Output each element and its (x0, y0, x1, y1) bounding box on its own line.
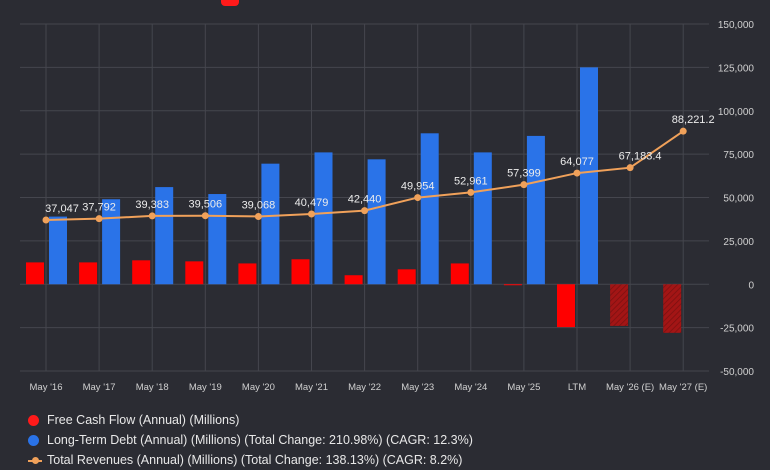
y-tick-label: 100,000 (718, 107, 755, 118)
y-tick-label: 75,000 (723, 150, 754, 161)
revenue-point (467, 188, 475, 196)
debt-bar (314, 152, 333, 285)
revenue-point (679, 127, 687, 135)
revenue-point (254, 212, 262, 220)
revenue-point (520, 181, 528, 189)
fcf-bar (132, 260, 151, 285)
x-tick-label: May '16 (30, 382, 63, 393)
revenue-point (414, 194, 422, 202)
fcf-bar (397, 269, 416, 285)
legend-item-debt[interactable]: Long-Term Debt (Annual) (Millions) (Tota… (28, 430, 473, 450)
revenue-point (308, 210, 315, 218)
revenue-data-label: 39,383 (135, 199, 169, 211)
y-tick-label: 150,000 (718, 20, 755, 31)
debt-bar (473, 152, 492, 285)
revenue-data-label: 39,068 (242, 199, 276, 211)
fcf-bar (291, 259, 310, 285)
x-tick-label: May '23 (401, 382, 434, 393)
x-tick-label: May '25 (507, 382, 540, 393)
x-tick-label: May '19 (189, 382, 222, 393)
y-tick-label: -50,000 (720, 367, 754, 378)
debt-bar (420, 133, 439, 285)
legend-label: Free Cash Flow (Annual) (Millions) (47, 413, 240, 427)
blue-dot-icon (28, 434, 39, 446)
fcf-bar (185, 261, 204, 285)
fcf-bar (557, 284, 575, 328)
debt-bar (102, 199, 121, 285)
fcf-bar (503, 284, 522, 286)
fcf-bar (26, 262, 44, 285)
revenue-point (42, 216, 50, 224)
fcf-bar (79, 262, 98, 285)
revenue-data-label: 39,506 (188, 199, 222, 211)
x-tick-label: May '22 (348, 382, 381, 393)
debt-bar (367, 159, 386, 285)
x-tick-label: May '18 (136, 382, 169, 393)
debt-bar (261, 163, 280, 285)
revenue-point (361, 207, 369, 215)
fcf-bar (344, 275, 363, 285)
combo-chart: 150,000 125,000 100,000 75,000 50,000 25,000 0… (20, 20, 755, 393)
x-tick-label: May '17 (83, 382, 116, 393)
debt-bar (580, 67, 598, 285)
x-tick-label: May '27 (E) (659, 382, 707, 393)
legend-label: Total Revenues (Annual) (Millions) (Tota… (47, 453, 463, 467)
fcf-bar (610, 284, 629, 326)
x-tick-label: LTM (568, 382, 586, 393)
x-tick-label: May '21 (295, 382, 328, 393)
revenue-data-label: 40,479 (295, 197, 329, 209)
x-tick-label: May '24 (454, 382, 487, 393)
fcf-bar (663, 284, 682, 333)
fcf-bar (450, 263, 469, 285)
revenue-data-label: 37,792 (82, 202, 116, 214)
debt-bar (155, 187, 174, 285)
y-tick-label: 125,000 (718, 63, 755, 74)
revenue-data-label: 52,961 (454, 175, 488, 187)
revenue-point (148, 212, 156, 220)
red-dot-icon (28, 414, 39, 426)
revenue-point (201, 212, 209, 220)
revenue-data-label: 49,954 (401, 181, 435, 193)
revenue-data-label: 42,440 (348, 194, 382, 206)
revenue-data-label: 37,047 (45, 203, 79, 215)
debt-bar (49, 216, 67, 285)
y-tick-label: -25,000 (720, 324, 754, 335)
y-tick-label: 25,000 (723, 237, 754, 248)
revenue-data-label: 67,183.4 (619, 151, 662, 163)
fcf-bar (238, 263, 257, 285)
orange-line-icon (28, 455, 42, 466)
legend-item-fcf[interactable]: Free Cash Flow (Annual) (Millions) (28, 410, 473, 430)
revenue-point (626, 164, 634, 172)
revenue-point (95, 215, 103, 223)
top-legend-swatch (221, 0, 239, 6)
legend-item-revenue[interactable]: Total Revenues (Annual) (Millions) (Tota… (28, 450, 473, 470)
x-tick-label: May '26 (E) (606, 382, 654, 393)
revenue-data-label: 88,221.2 (672, 114, 715, 126)
revenue-data-label: 64,077 (560, 156, 594, 168)
legend: Free Cash Flow (Annual) (Millions) Long-… (28, 410, 473, 470)
y-tick-label: 0 (748, 280, 754, 291)
revenue-point (573, 169, 581, 177)
debt-bar (526, 135, 545, 285)
x-tick-label: May '20 (242, 382, 275, 393)
revenue-data-label: 57,399 (507, 168, 541, 180)
y-tick-label: 50,000 (723, 194, 754, 205)
legend-label: Long-Term Debt (Annual) (Millions) (Tota… (47, 433, 473, 447)
